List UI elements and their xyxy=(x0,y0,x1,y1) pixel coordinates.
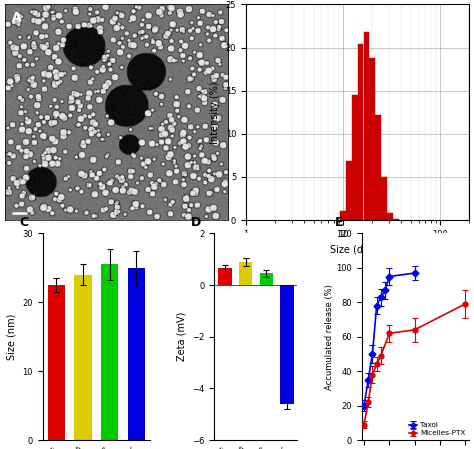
Text: A: A xyxy=(11,11,21,24)
Text: D: D xyxy=(191,216,201,229)
Bar xyxy=(346,161,352,220)
Bar xyxy=(218,269,232,285)
Bar xyxy=(357,44,364,220)
Bar xyxy=(101,264,118,440)
Bar xyxy=(352,95,357,220)
Bar xyxy=(387,213,393,220)
Bar xyxy=(280,285,294,404)
Bar xyxy=(128,268,145,440)
Bar xyxy=(239,262,252,285)
Bar xyxy=(340,211,346,220)
X-axis label: Size (d.nm): Size (d.nm) xyxy=(330,244,385,254)
Text: E: E xyxy=(335,216,344,229)
Y-axis label: Size (nm): Size (nm) xyxy=(7,313,17,360)
Bar xyxy=(260,273,273,285)
Text: B: B xyxy=(224,0,233,2)
Bar xyxy=(393,219,399,220)
Y-axis label: Zeta (mV): Zeta (mV) xyxy=(177,312,187,361)
Bar xyxy=(47,285,65,440)
Legend: Taxol, Micelles-PTX: Taxol, Micelles-PTX xyxy=(409,422,465,436)
Y-axis label: Accumulated release (%): Accumulated release (%) xyxy=(325,284,334,390)
Bar xyxy=(74,275,91,440)
Bar xyxy=(369,58,375,220)
Bar xyxy=(364,32,369,220)
Bar xyxy=(381,177,387,220)
Bar xyxy=(375,115,381,220)
Text: C: C xyxy=(19,216,28,229)
Y-axis label: Intensity (%): Intensity (%) xyxy=(210,81,220,144)
